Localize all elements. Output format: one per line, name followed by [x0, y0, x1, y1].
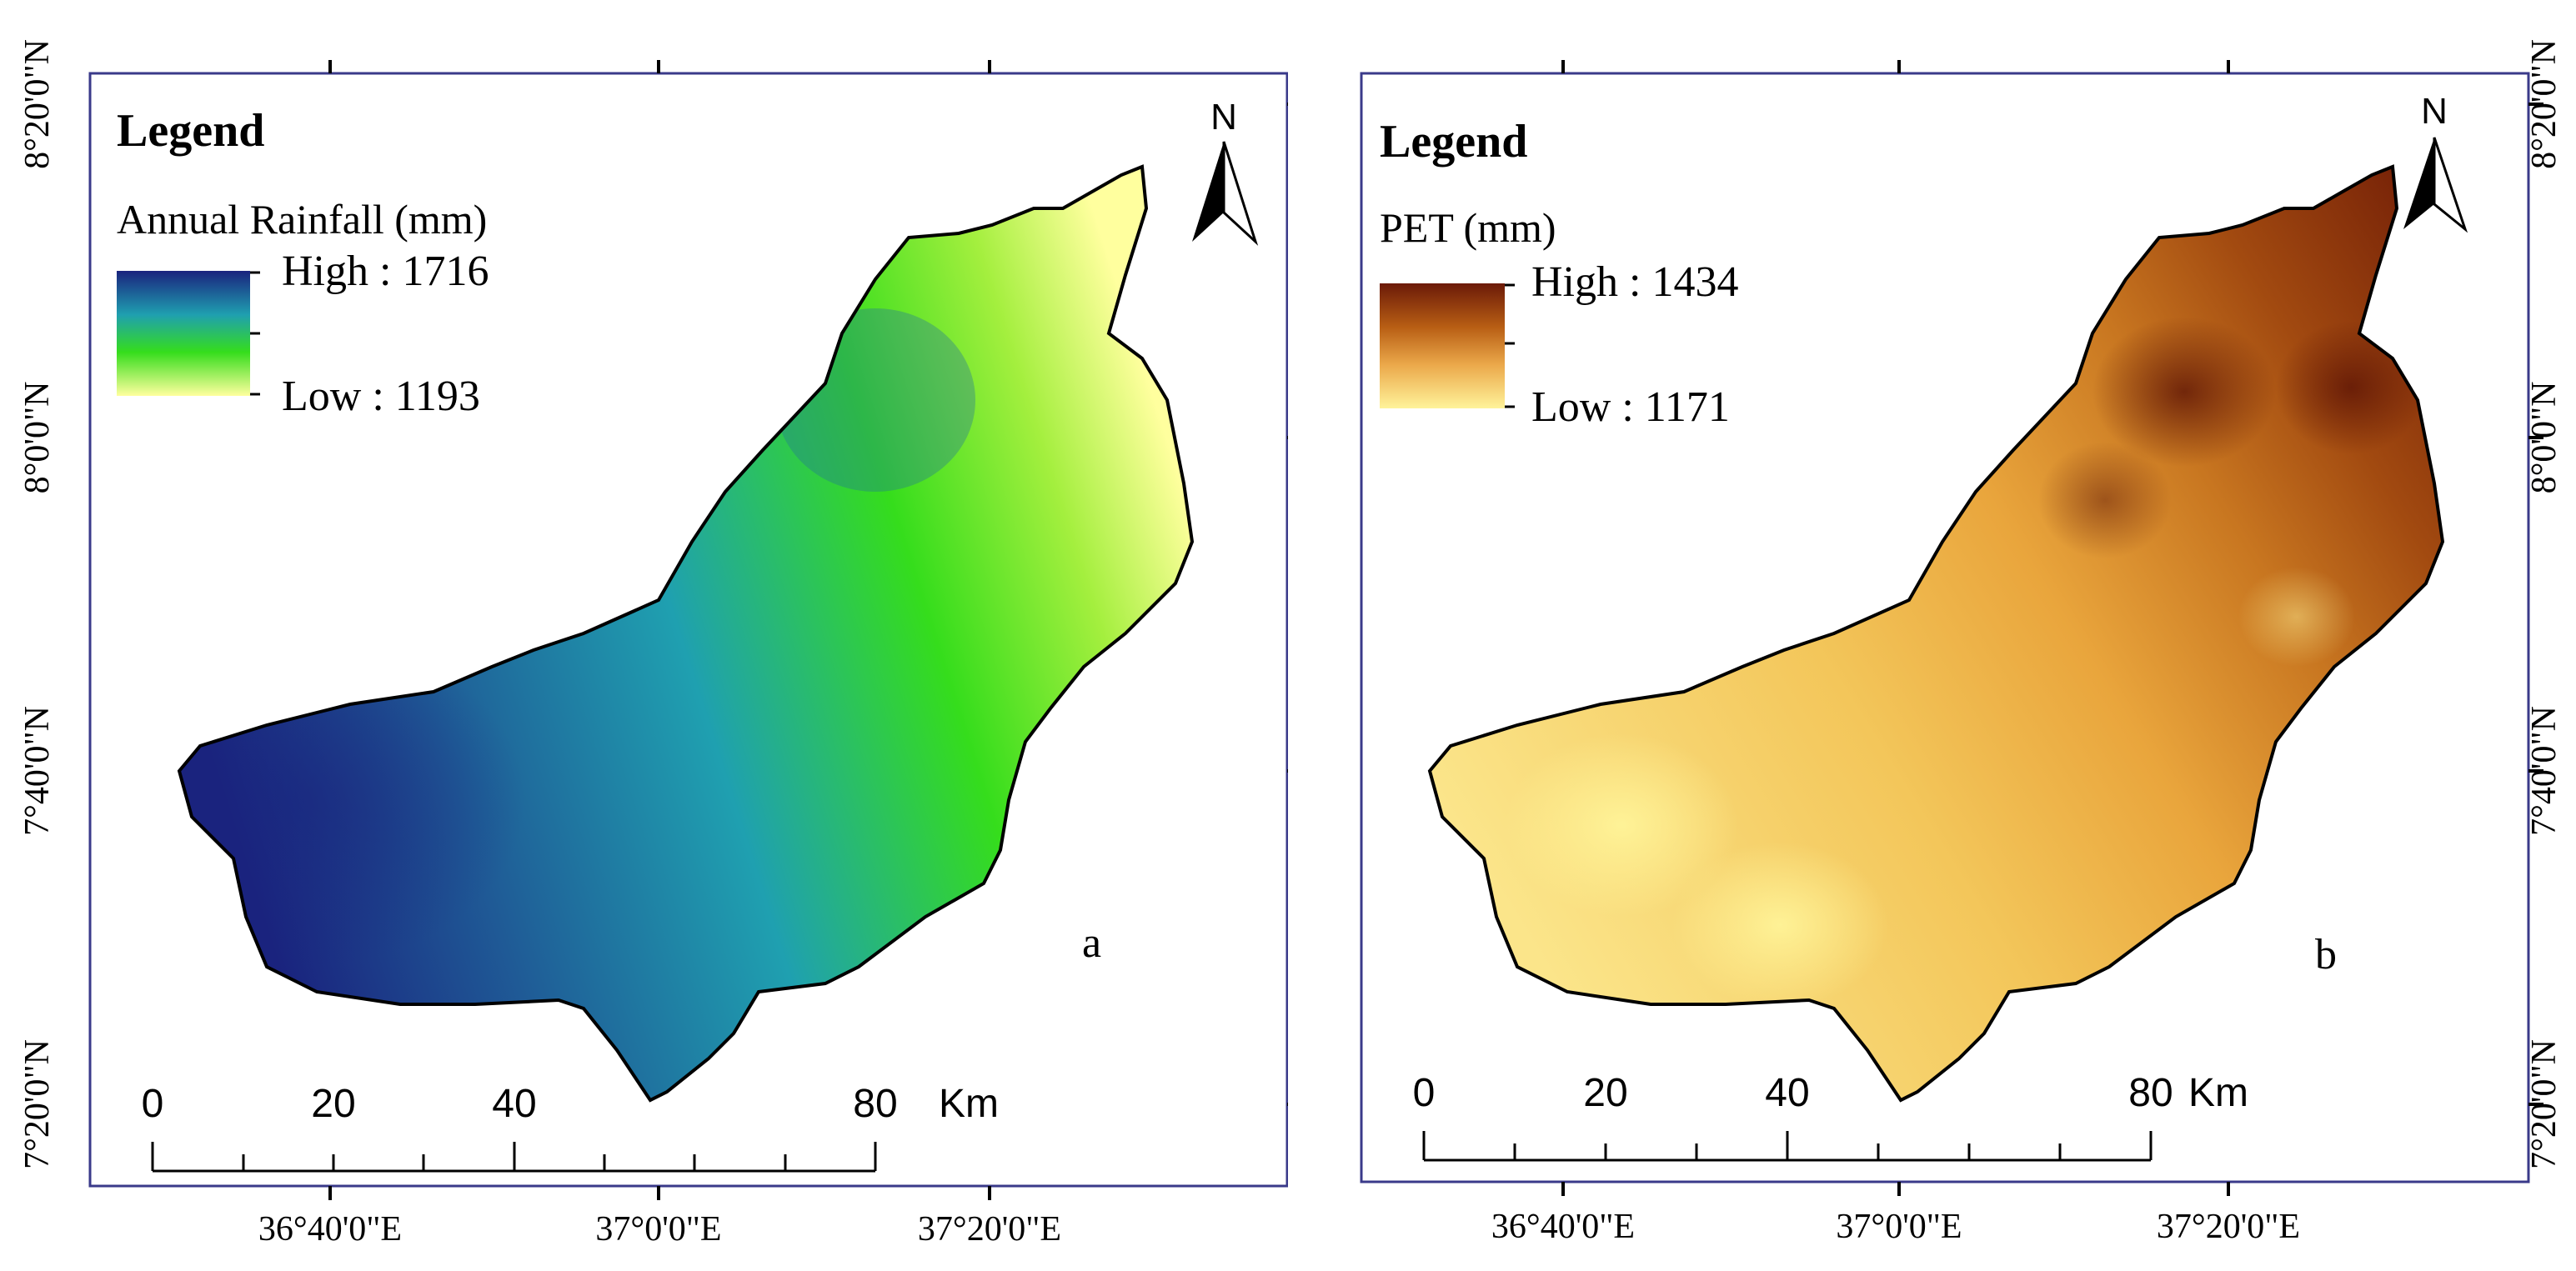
scale-unit: Km: [939, 1082, 999, 1126]
scale-tick-0: 0: [1413, 1071, 1436, 1115]
lat-label-7-20: 7°20'0"N: [2525, 1039, 2563, 1169]
lon-label-37-20: 37°20'0"E: [2157, 1208, 2300, 1246]
legend: Legend PET (mm) High : 1434 Low : 1171: [1380, 116, 1738, 431]
legend-high: High : 1716: [282, 248, 489, 295]
north-arrow-left-half: [2403, 138, 2434, 229]
lon-label-36-40: 36°40'0"E: [258, 1210, 402, 1248]
lat-labels: 8°20'0"N 8°0'0"N 7°40'0"N 7°20'0"N: [18, 39, 57, 1169]
lon-label-37-0: 37°0'0"E: [595, 1210, 721, 1248]
lon-label-36-40: 36°40'0"E: [1491, 1208, 1635, 1246]
north-arrow-left-half: [1192, 142, 1224, 242]
graticule-ticks: [1561, 60, 2543, 1196]
lon-label-37-20: 37°20'0"E: [918, 1210, 1061, 1248]
lat-label-7-20: 7°20'0"N: [18, 1039, 57, 1169]
scale-unit: Km: [2188, 1071, 2248, 1115]
lon-label-37-0: 37°0'0"E: [1836, 1208, 1962, 1246]
legend-variable: PET (mm): [1380, 204, 1556, 251]
lat-labels: 8°20'0"N 8°0'0"N 7°40'0"N 7°20'0"N: [2525, 39, 2563, 1169]
legend: Legend Annual Rainfall (mm) High : 1716 …: [117, 105, 489, 420]
legend-color-ramp: [1380, 283, 1505, 408]
lon-labels: 36°40'0"E 37°0'0"E 37°20'0"E: [1491, 1208, 2300, 1246]
north-arrow: N: [2403, 91, 2468, 233]
legend-low: Low : 1171: [1531, 383, 1730, 431]
scale-tick-80: 80: [2128, 1071, 2173, 1115]
scale-tick-80: 80: [853, 1082, 897, 1126]
scale-bar: 0 20 40 80 Km: [142, 1082, 999, 1173]
map-a-figure: 8°20'0"N 8°0'0"N 7°40'0"N 7°20'0"N 36°40…: [18, 39, 1288, 1248]
panel-label: a: [1082, 919, 1101, 967]
scale-tick-40: 40: [492, 1082, 536, 1126]
north-arrow-right-half: [2433, 137, 2468, 233]
map-b-figure: 8°20'0"N 8°0'0"N 7°40'0"N 7°20'0"N 36°40…: [1360, 39, 2563, 1246]
north-label: N: [2421, 91, 2448, 132]
panel-label: b: [2315, 931, 2337, 978]
scale-tick-20: 20: [311, 1082, 355, 1126]
lat-label-7-40: 7°40'0"N: [2525, 706, 2563, 836]
lat-label-8-20: 8°20'0"N: [18, 39, 57, 169]
graticule-ticks: [328, 60, 1288, 1200]
legend-variable: Annual Rainfall (mm): [117, 196, 487, 243]
scale-tick-40: 40: [1765, 1071, 1809, 1115]
legend-title: Legend: [1380, 116, 1527, 168]
lon-labels: 36°40'0"E 37°0'0"E 37°20'0"E: [258, 1210, 1061, 1248]
scale-tick-20: 20: [1583, 1071, 1627, 1115]
lat-label-8-20: 8°20'0"N: [2525, 39, 2563, 169]
legend-high: High : 1434: [1531, 258, 1738, 306]
map-panel-a: 8°20'0"N 8°0'0"N 7°40'0"N 7°20'0"N 36°40…: [18, 39, 1288, 1248]
lat-label-7-40: 7°40'0"N: [18, 706, 57, 836]
lat-label-8-0: 8°0'0"N: [18, 382, 57, 494]
scale-tick-0: 0: [142, 1082, 164, 1126]
north-arrow-right-half: [1222, 141, 1259, 246]
legend-color-ramp: [117, 271, 250, 396]
map-panel-b: 8°20'0"N 8°0'0"N 7°40'0"N 7°20'0"N 36°40…: [1288, 0, 2576, 1271]
scale-bar: 0 20 40 80 Km: [1413, 1071, 2248, 1162]
north-label: N: [1210, 97, 1237, 138]
north-arrow: N: [1192, 97, 1259, 246]
legend-low: Low : 1193: [282, 373, 480, 420]
lat-label-8-0: 8°0'0"N: [2525, 382, 2563, 494]
legend-title: Legend: [117, 105, 264, 157]
